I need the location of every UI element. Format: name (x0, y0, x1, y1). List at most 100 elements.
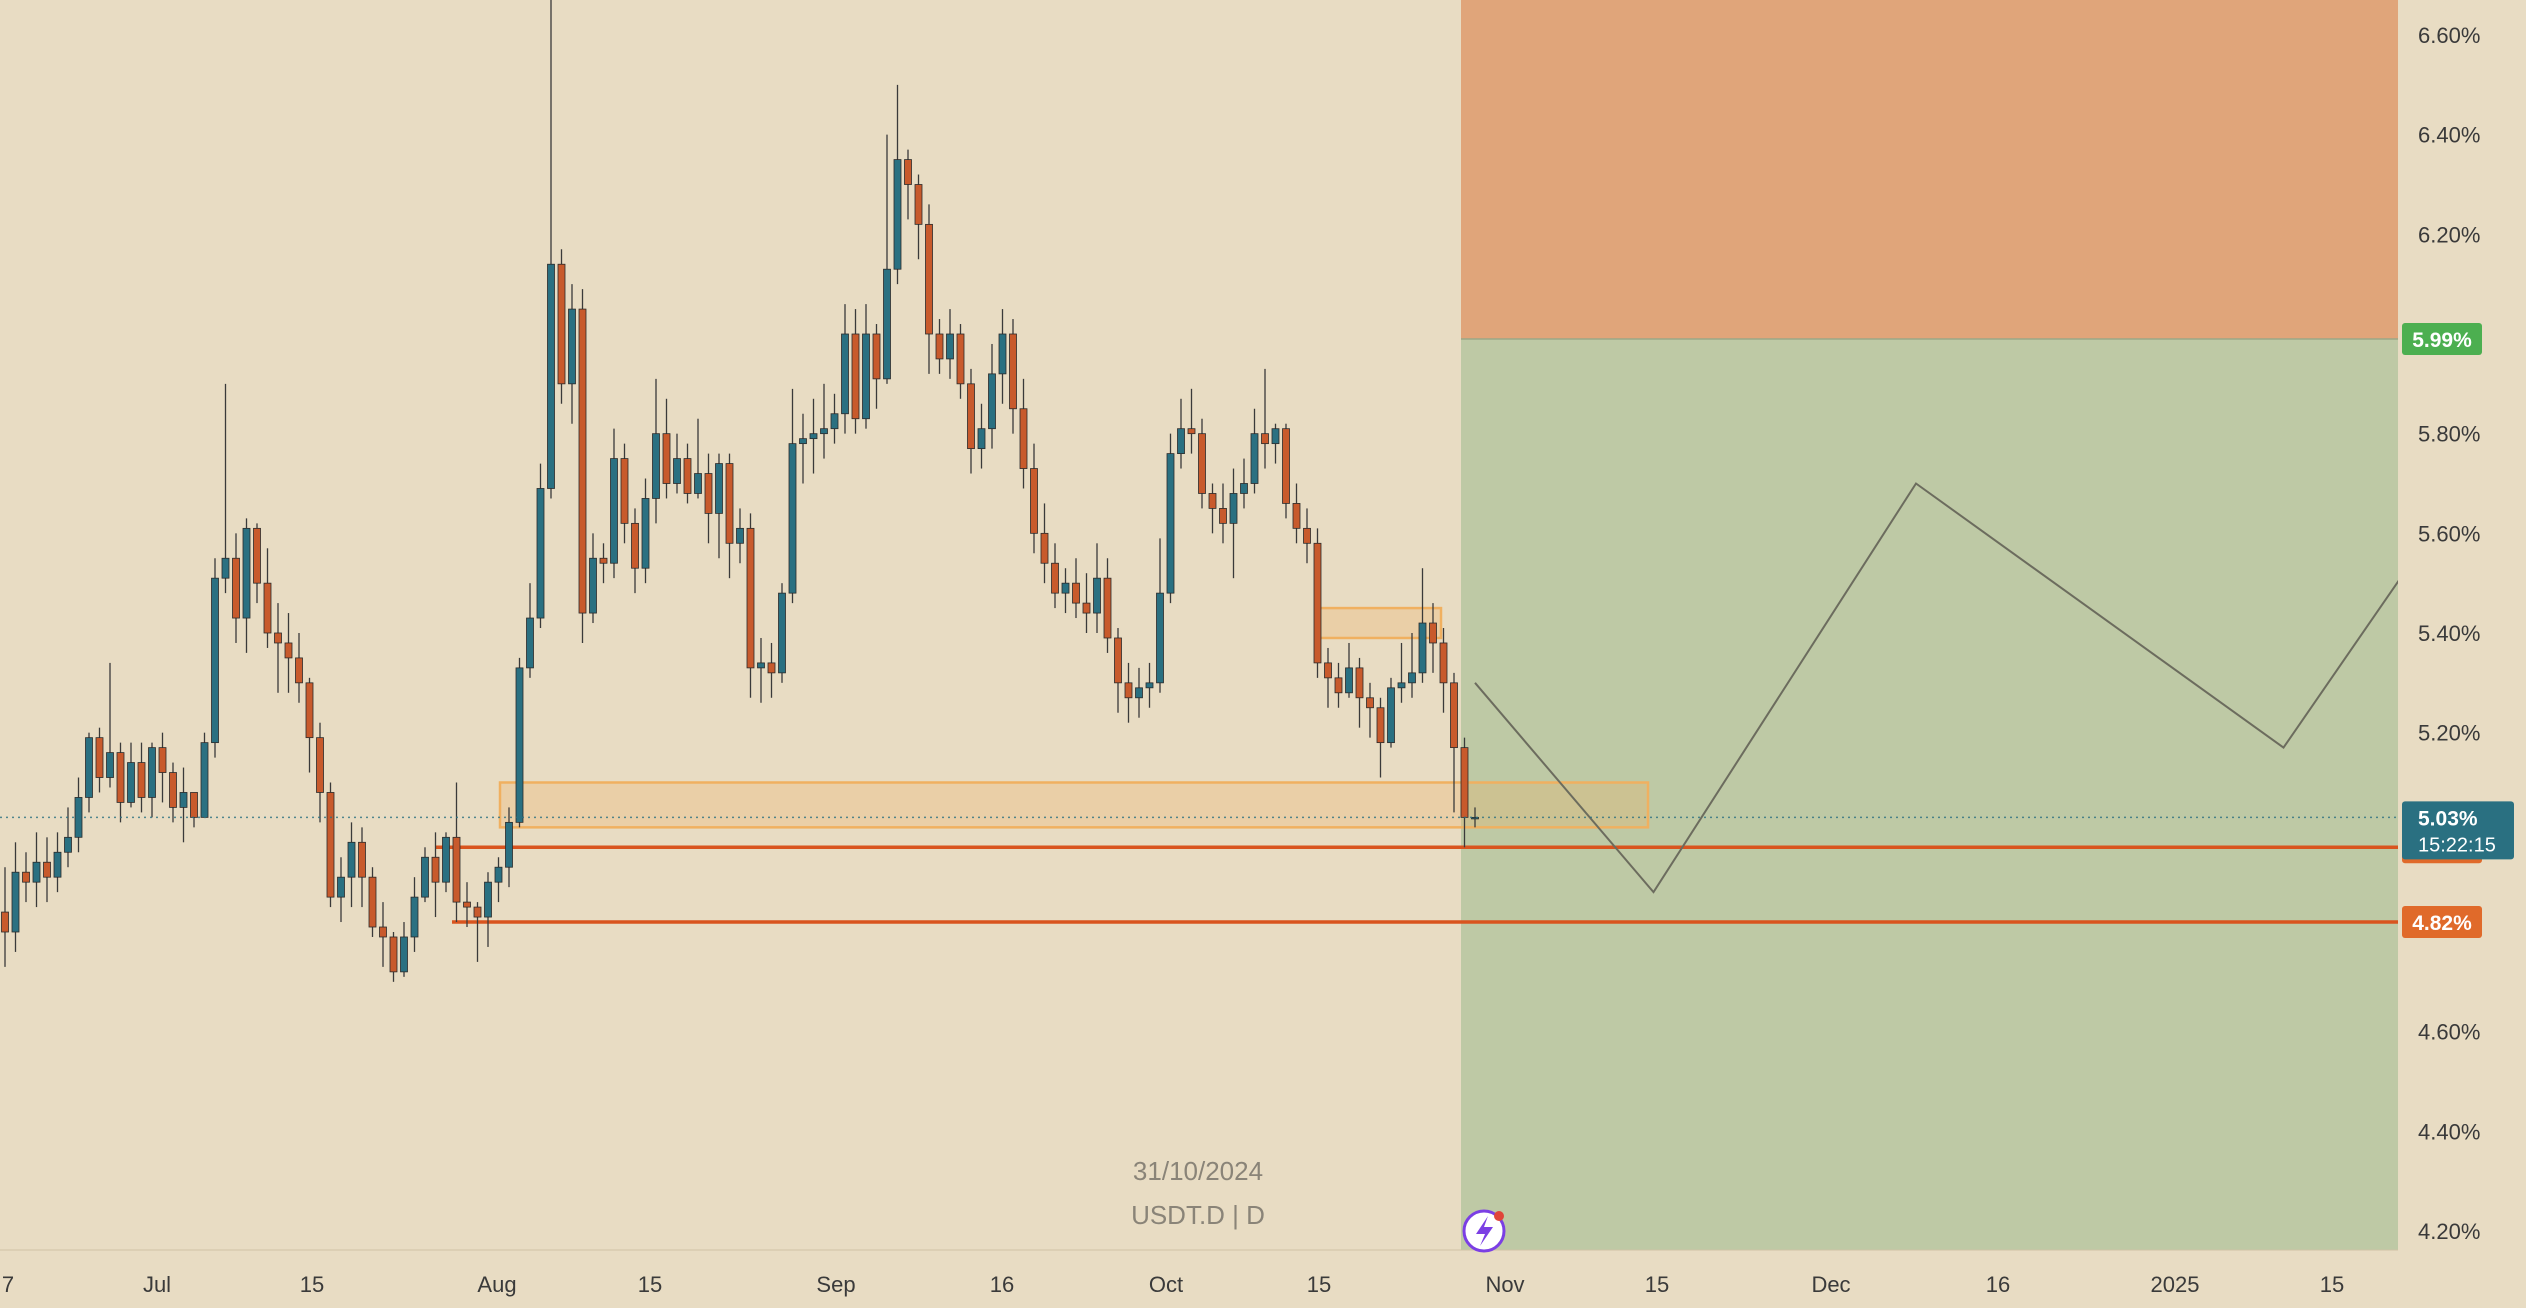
candle (1187, 388, 1196, 454)
candle (1250, 408, 1259, 494)
candle-body (956, 333, 965, 385)
candle-body (1208, 493, 1217, 509)
candle (1408, 633, 1416, 698)
x-tick-label: Dec (1811, 1272, 1850, 1297)
candle-body (1334, 677, 1343, 694)
candle (893, 84, 902, 285)
candle (463, 882, 471, 928)
candle (1229, 468, 1238, 579)
candle-body (673, 458, 681, 484)
candle-body (1418, 622, 1427, 674)
candle-body (904, 159, 912, 185)
candle-body (1082, 602, 1091, 614)
candle (263, 548, 272, 648)
candle-body (137, 762, 146, 798)
candle (631, 508, 639, 594)
candle (715, 453, 723, 559)
x-tick-label: Jul (143, 1272, 171, 1297)
candle (274, 603, 282, 693)
candle-body (1345, 667, 1353, 694)
candle (988, 343, 996, 449)
candle (956, 324, 965, 399)
candle-body (715, 463, 723, 514)
candle (200, 732, 209, 818)
candle-body (589, 557, 597, 614)
candle (242, 518, 251, 653)
candle-body (1019, 408, 1028, 469)
candle (1387, 677, 1395, 748)
candle-body (946, 333, 954, 360)
candle (179, 767, 188, 843)
candle (620, 443, 629, 544)
candle (1324, 647, 1332, 708)
candle-body (1250, 433, 1259, 484)
candle-body (1324, 662, 1332, 679)
candle (326, 782, 335, 908)
candle-body (925, 223, 933, 335)
candle (1219, 483, 1227, 544)
candle-body (22, 871, 30, 883)
candle-body (389, 936, 398, 973)
candle (977, 403, 986, 469)
candle-body (799, 438, 807, 445)
x-tick-label: 15 (638, 1272, 662, 1297)
candle (85, 732, 93, 813)
candle (305, 677, 314, 773)
candle-body (85, 737, 93, 798)
y-tick-label: 4.20% (2418, 1219, 2480, 1244)
candle-body (704, 473, 713, 514)
x-axis-background (0, 1250, 2526, 1308)
candle-body (893, 159, 902, 270)
watermark-date: 31/10/2024 (1133, 1156, 1263, 1186)
candle-body (473, 906, 482, 918)
candle-body (158, 747, 167, 773)
position-boxes (1461, 0, 2398, 1256)
candle-body (515, 667, 524, 823)
candle (284, 613, 293, 693)
candle (22, 852, 30, 903)
candle-body (337, 876, 345, 898)
candle (1282, 423, 1290, 519)
candle (568, 284, 576, 424)
candle (547, 0, 555, 499)
candle-body (1229, 493, 1238, 524)
candle (1051, 543, 1059, 609)
candle (484, 872, 492, 947)
price-label-box (2402, 906, 2482, 939)
candle-body (1198, 433, 1206, 494)
candle-body (1313, 542, 1322, 664)
candle-body (1397, 682, 1406, 689)
candle (872, 324, 881, 409)
candle (1376, 697, 1385, 778)
candle-body (106, 752, 114, 778)
candle (1114, 628, 1122, 713)
candle (95, 727, 104, 793)
candle (211, 558, 219, 758)
last-price-value: 5.03% (2418, 807, 2478, 830)
candle-body (127, 762, 135, 803)
candle (662, 398, 671, 499)
candle (1303, 508, 1311, 564)
candle-body (851, 333, 860, 420)
candle (914, 174, 923, 260)
y-tick-label: 4.60% (2418, 1020, 2480, 1045)
candle (788, 388, 797, 604)
x-tick-label: 15 (1307, 1272, 1331, 1297)
candle (1271, 423, 1280, 464)
candle (673, 433, 681, 494)
candle-body (1124, 682, 1133, 699)
candle-body (295, 657, 303, 684)
candle-body (221, 557, 230, 579)
x-tick-label: 7 (2, 1272, 14, 1297)
candle-body (536, 488, 545, 619)
candle (641, 478, 650, 584)
lightning-icon[interactable] (1462, 1209, 1506, 1253)
candle-body (1460, 747, 1469, 818)
candle-body (1145, 682, 1154, 689)
candle (410, 877, 419, 952)
candle-body (410, 896, 419, 938)
candle (851, 309, 860, 434)
candle (1208, 483, 1217, 534)
